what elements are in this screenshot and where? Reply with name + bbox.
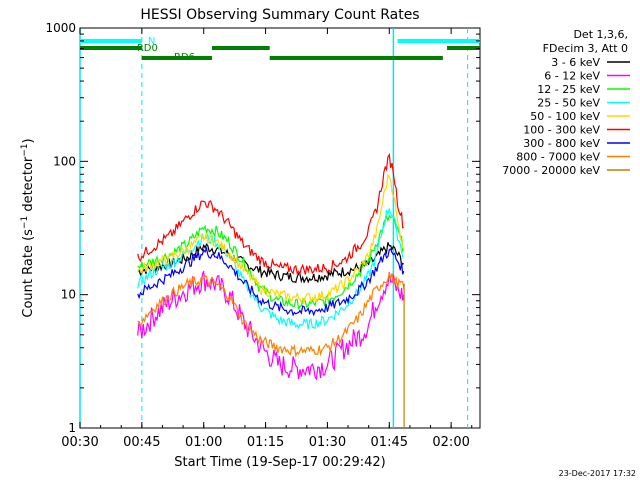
legend-label: 300 - 800 keV (523, 137, 600, 150)
plot-frame (79, 27, 481, 429)
y-axis-label-sup1: −1 (20, 216, 30, 229)
x-tick-label: 01:00 (185, 435, 222, 450)
x-tick-label: 00:45 (123, 435, 160, 450)
legend-header: Det 1,3,6, (573, 28, 628, 41)
x-axis-label: Start Time (19-Sep-17 00:29:42) (174, 455, 385, 470)
y-axis-label: Count Rate (s−1 detector−1) (20, 138, 36, 317)
x-tick-label: 01:30 (309, 435, 346, 450)
y-tick-label: 100 (53, 154, 76, 168)
x-tick-label: 01:45 (371, 435, 408, 450)
legend-label: 3 - 6 keV (551, 56, 600, 69)
mode-bar-label: RD0 (137, 43, 158, 54)
legend-label: 6 - 12 keV (544, 70, 600, 83)
series-line (137, 246, 405, 317)
y-axis-label-main: Count Rate (s (21, 229, 36, 318)
y-tick-label: 10 (61, 288, 76, 302)
y-tick-label: 1000 (45, 21, 76, 35)
series-line (137, 242, 404, 284)
axes: 00:30 00:45 01:00 01:15 01:30 01:45 02:00 1 10 10… (45, 21, 480, 450)
x-tick-label: 02:00 (432, 435, 469, 450)
y-axis-label-mid: detector (21, 156, 36, 216)
x-tick-label: 00:30 (61, 435, 98, 450)
series-line (137, 270, 405, 381)
series-line (137, 207, 404, 330)
series-line (137, 271, 405, 358)
y-axis-label-end: ) (21, 138, 36, 143)
footer-date: 23-Dec-2017 17:32 (559, 469, 636, 478)
legend-label: 50 - 100 keV (530, 110, 600, 123)
legend-label: 25 - 50 keV (537, 97, 600, 110)
legend-label: 100 - 300 keV (523, 124, 600, 137)
legend-label: 800 - 7000 keV (516, 151, 600, 164)
series-line (137, 152, 404, 276)
x-tick-label: 01:15 (247, 435, 284, 450)
chart-title: HESSI Observing Summary Count Rates (140, 7, 419, 23)
legend-header: FDecim 3, Att 0 (543, 42, 628, 55)
y-tick-label: 1 (68, 421, 76, 435)
mode-bar-label: RD6 (174, 52, 195, 63)
mode-bar-label: N (148, 36, 155, 47)
legend-label: 12 - 25 keV (537, 83, 600, 96)
y-axis-label-sup2: −1 (20, 143, 30, 156)
series-line (137, 214, 405, 310)
series-line (137, 173, 405, 306)
legend-label: 7000 - 20000 keV (502, 164, 600, 177)
